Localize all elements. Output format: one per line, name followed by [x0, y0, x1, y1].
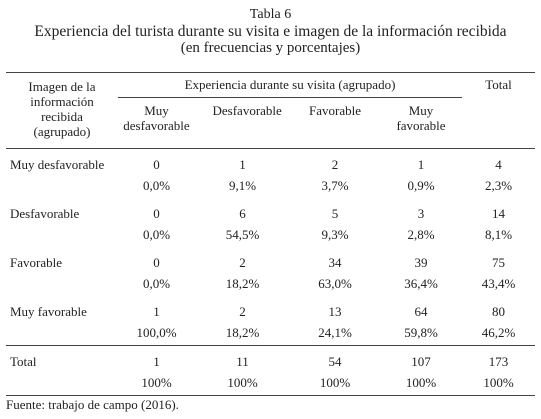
row-label: Muy desfavorable [10, 157, 105, 172]
count-cell: 11 [195, 345, 290, 370]
percent-cell: 18,2% [225, 324, 260, 340]
percent-cell: 3,7% [321, 177, 349, 193]
count-cell: 1 [239, 157, 246, 172]
percent-row: 100% 100% 100% 100% 100% [6, 370, 535, 396]
row-label: Desfavorable [10, 206, 80, 221]
count-cell: 6 [239, 206, 246, 221]
percent-cell: 8,1% [484, 226, 513, 242]
column-header-text: Muy favorable [396, 103, 446, 133]
footer: Fuente: trabajo de campo (2016). [6, 397, 179, 412]
row-label-spacer [6, 222, 118, 247]
count-cell: 0 [153, 255, 160, 270]
percent-cell: 100,0% [136, 324, 177, 340]
row-label: Favorable [10, 255, 62, 270]
count-row: Total 1 11 54 107 173 [6, 345, 535, 370]
percent-row: 0,0% 9,1% 3,7% 0,9% 2,3% [6, 173, 535, 198]
percent-cell: 46,2% [481, 324, 516, 340]
group-header: Experiencia durante su visita (agrupado) [118, 72, 462, 98]
count-cell: 2 [331, 157, 339, 172]
data-table: Imagen de la información recibida (agrup… [6, 72, 535, 396]
row-label-spacer [6, 320, 118, 346]
count-cell: 2 [239, 255, 246, 270]
percent-cell: 59,8% [404, 324, 438, 340]
row-label: Total [6, 345, 118, 370]
count-cell: 75 [492, 255, 505, 270]
table-title: Experiencia del turista durante su visit… [34, 23, 507, 40]
percent-cell: 18,2% [225, 275, 260, 291]
percent-cell: 2,3% [484, 177, 513, 193]
count-cell: 173 [462, 345, 535, 370]
row-label: Muy favorable [10, 304, 87, 319]
count-row: Muy desfavorable 0 1 2 1 4 [6, 149, 535, 174]
column-header: Muy favorable [380, 97, 462, 149]
count-cell: 2 [239, 304, 246, 319]
percent-row: 100,0% 18,2% 24,1% 59,8% 46,2% [6, 320, 535, 346]
percent-cell: 0,9% [407, 177, 435, 193]
column-header [462, 97, 535, 149]
count-cell: 1 [153, 304, 160, 319]
count-cell: 0 [153, 157, 160, 172]
count-cell: 14 [492, 206, 505, 221]
count-cell: 4 [495, 157, 502, 172]
percent-cell: 63,0% [318, 275, 352, 291]
column-header: Favorable [290, 97, 380, 149]
heading: Tabla 6 Experiencia del turista durante … [0, 0, 541, 57]
count-cell: 54 [290, 345, 380, 370]
percent-cell: 36,4% [404, 275, 438, 291]
percent-cell: 9,3% [321, 226, 349, 242]
row-label-spacer [6, 271, 118, 296]
row-label-spacer [6, 173, 118, 198]
row-header: Imagen de la información recibida (agrup… [6, 72, 118, 149]
percent-cell: 100% [290, 370, 380, 396]
count-cell: 34 [328, 255, 342, 270]
column-header: Muy desfavorable [118, 97, 195, 149]
count-cell: 5 [331, 206, 339, 221]
percent-cell: 0,0% [142, 226, 171, 242]
percent-cell: 9,1% [228, 177, 257, 193]
percent-cell: 100% [380, 370, 462, 396]
percent-cell: 54,5% [225, 226, 260, 242]
percent-cell: 2,8% [407, 226, 435, 242]
count-row: Muy favorable 1 2 13 64 80 [6, 296, 535, 320]
percent-row: 0,0% 54,5% 9,3% 2,8% 8,1% [6, 222, 535, 247]
count-cell: 39 [414, 255, 428, 270]
column-header-text: Favorable [309, 103, 361, 118]
percent-row: 0,0% 18,2% 63,0% 36,4% 43,4% [6, 271, 535, 296]
count-cell: 107 [380, 345, 462, 370]
percent-cell: 24,1% [318, 324, 352, 340]
percent-cell: 0,0% [142, 177, 171, 193]
count-cell: 64 [414, 304, 428, 319]
table-label: Tabla 6 [249, 7, 292, 22]
column-header-text: Muy desfavorable [123, 103, 190, 133]
count-row: Favorable 0 2 34 39 75 [6, 247, 535, 271]
column-header: Desfavorable [195, 97, 290, 149]
percent-cell: 100% [118, 370, 195, 396]
count-cell: 13 [328, 304, 342, 319]
count-cell: 80 [492, 304, 505, 319]
count-row: Desfavorable 0 6 5 3 14 [6, 198, 535, 222]
column-header-text: Desfavorable [212, 103, 282, 118]
count-cell: 3 [417, 206, 425, 221]
percent-cell: 0,0% [142, 275, 171, 291]
table-subtitle: (en frecuencias y porcentajes) [180, 40, 361, 56]
row-header-text: Imagen de la información recibida (agrup… [28, 79, 96, 139]
percent-cell: 43,4% [481, 275, 516, 291]
count-cell: 0 [153, 206, 160, 221]
row-label-spacer [6, 370, 118, 396]
percent-cell: 100% [195, 370, 290, 396]
count-cell: 1 [417, 157, 425, 172]
total-header: Total [485, 77, 512, 93]
percent-cell: 100% [462, 370, 535, 396]
count-cell: 1 [118, 345, 195, 370]
